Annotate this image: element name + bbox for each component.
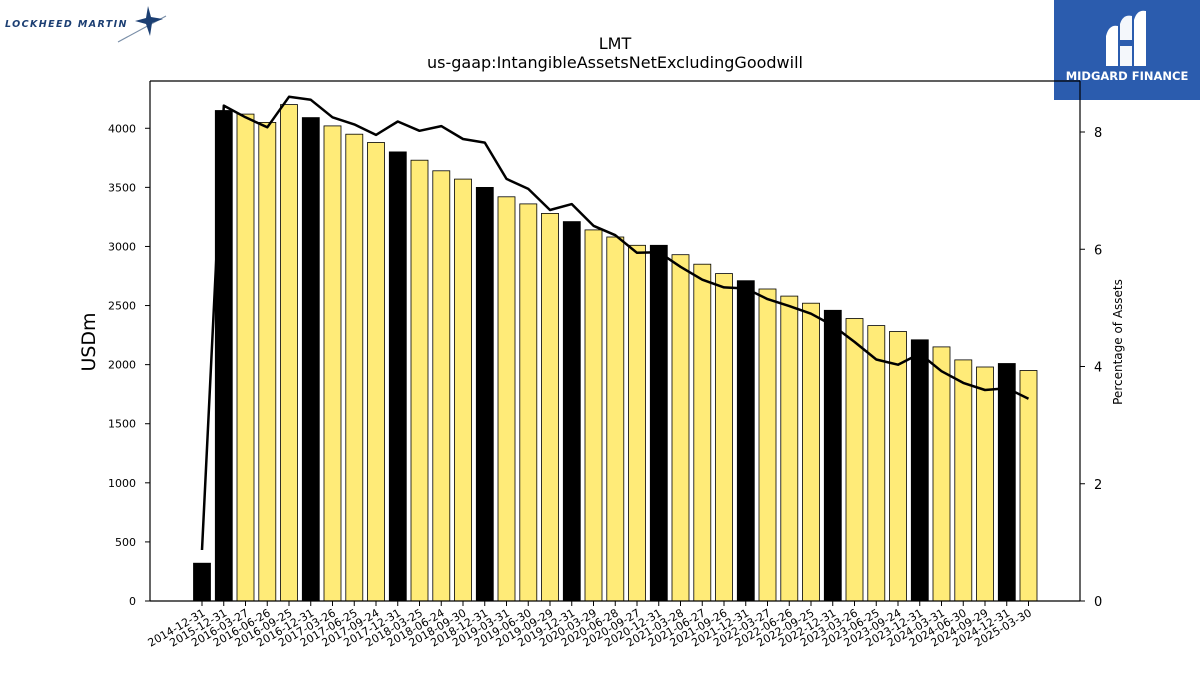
bar-2016-06-26	[258, 122, 277, 602]
bar-2016-03-27	[236, 113, 255, 602]
bar-2018-06-24	[432, 170, 451, 602]
midgard-finance-wordmark: MIDGARD FINANCE	[1065, 69, 1189, 83]
bar-2024-06-30	[954, 359, 973, 602]
lockheed-martin-wordmark: LOCKHEED MARTIN	[5, 19, 128, 30]
y2-tick-label: 0	[1094, 595, 1102, 610]
bar-2014-12-31	[193, 562, 211, 602]
chart-subtitle: us-gaap:IntangibleAssetsNetExcludingGood…	[427, 53, 803, 72]
bar-2024-12-31	[997, 363, 1016, 602]
bar-2019-09-29	[541, 212, 559, 602]
bar-2020-03-29	[584, 229, 603, 602]
y-tick-label: 2500	[108, 300, 136, 313]
bar-2021-06-27	[693, 263, 712, 602]
y-tick-label: 500	[115, 536, 136, 549]
bar-2021-03-28	[671, 254, 690, 602]
midgard-finance-logo: MIDGARD FINANCE	[1054, 0, 1200, 100]
y-axis-label: USDm	[78, 312, 100, 371]
midgard-m-icon	[1106, 10, 1146, 67]
y-tick-label: 0	[129, 595, 136, 608]
bar-2022-03-27	[758, 288, 777, 602]
bar-2018-09-30	[454, 178, 472, 602]
bar-2023-06-25	[867, 325, 886, 602]
bar-2015-12-31	[214, 110, 233, 602]
bar-2023-03-26	[845, 318, 864, 602]
bar-2017-12-31	[388, 151, 407, 602]
bar-2020-12-31	[649, 244, 668, 602]
bar-2017-03-26	[323, 125, 342, 602]
bar-2018-12-31	[475, 186, 494, 602]
bar-2019-06-30	[519, 203, 538, 602]
y-tick-label: 3000	[108, 240, 136, 253]
bar-2016-12-31	[301, 117, 320, 602]
y-tick-label: 1000	[108, 477, 136, 490]
chart-title: LMT	[599, 34, 632, 53]
percentage-of-assets-line	[200, 95, 1030, 551]
bar-2022-12-31	[823, 309, 842, 602]
y-tick-label: 3500	[108, 181, 136, 194]
y2-tick-label: 2	[1094, 478, 1102, 493]
bar-2023-12-31	[910, 339, 929, 602]
bar-2017-06-25	[345, 133, 364, 602]
y2-tick-label: 6	[1094, 243, 1102, 258]
bar-2018-03-25	[410, 159, 429, 602]
bar-2020-09-27	[628, 244, 646, 602]
bar-2022-09-25	[802, 302, 820, 602]
bar-2017-09-24	[367, 142, 385, 602]
bar-2023-09-24	[889, 331, 907, 602]
bar-2020-06-28	[606, 236, 625, 602]
y2-tick-label: 8	[1094, 126, 1102, 141]
bar-2016-09-25	[280, 104, 298, 602]
bar-2022-06-26	[780, 295, 799, 602]
bar-2025-03-30	[1019, 370, 1038, 602]
bar-2024-03-31	[932, 346, 951, 602]
bar-2019-12-31	[562, 221, 581, 602]
y-tick-label: 2000	[108, 359, 136, 372]
bar-2021-12-31	[736, 280, 755, 602]
y2-tick-label: 4	[1094, 361, 1102, 376]
y-tick-label: 1500	[108, 418, 136, 431]
star-swoosh-icon	[117, 6, 167, 43]
bar-2024-09-29	[976, 366, 994, 602]
lockheed-martin-logo: LOCKHEED MARTIN	[0, 0, 175, 45]
bar-2019-03-31	[497, 196, 516, 602]
y2-axis-label: Percentage of Assets	[1111, 279, 1125, 405]
y-tick-label: 4000	[108, 122, 136, 135]
bar-2021-09-26	[715, 273, 733, 602]
